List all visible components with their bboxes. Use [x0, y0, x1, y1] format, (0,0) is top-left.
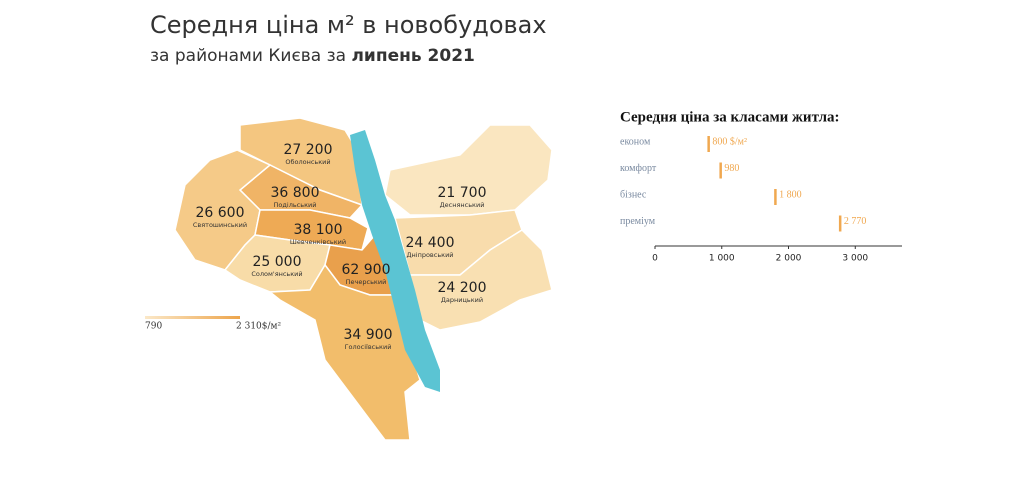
- district-name: Дніпровський: [406, 251, 453, 259]
- district-value: 34 900: [344, 327, 393, 343]
- legend-scale: [145, 316, 240, 319]
- legend-max: 2 310$/м²: [236, 322, 282, 332]
- value-tick: [838, 215, 842, 232]
- x-tick-label: 1 000: [709, 254, 735, 264]
- district-name: Дарницький: [441, 296, 483, 304]
- district-value: 24 400: [406, 235, 455, 251]
- value-tick: [719, 162, 722, 179]
- district: [267, 263, 421, 441]
- chart-title: Середня ціна за класами житла:: [620, 109, 840, 125]
- district-name: Оболонський: [285, 158, 330, 166]
- subtitle: за районами Києва за липень 2021: [150, 46, 475, 66]
- district: [409, 229, 553, 331]
- subtitle-bold: липень 2021: [351, 46, 474, 66]
- x-tick-label: 2 000: [776, 254, 802, 264]
- district-value: 26 600: [196, 205, 245, 221]
- value-label: 980: [724, 163, 739, 174]
- value-tick: [774, 189, 777, 205]
- district-value: 27 200: [284, 142, 333, 158]
- subtitle-text: за районами Києва за: [150, 46, 346, 66]
- district: [384, 124, 553, 216]
- category-label: бізнес: [620, 189, 647, 200]
- category-label: комфорт: [620, 163, 657, 174]
- title: Середня ціна м² в новобудовах: [150, 11, 547, 39]
- district-name: Печерський: [346, 278, 387, 286]
- x-tick-label: 3 000: [842, 254, 868, 264]
- category-label: економ: [620, 136, 651, 147]
- district-value: 62 900: [342, 262, 391, 278]
- district-name: Святошинський: [193, 221, 247, 229]
- value-tick: [707, 136, 710, 152]
- x-tick-label: 0: [652, 254, 658, 264]
- district-value: 21 700: [438, 185, 487, 201]
- legend-min: 790: [145, 322, 162, 332]
- category-label: преміум: [620, 216, 656, 227]
- district-name: Деснянський: [440, 201, 485, 209]
- district-value: 38 100: [294, 222, 343, 238]
- river: [350, 130, 440, 392]
- district-value: 24 200: [438, 280, 487, 296]
- district-name: Голосіївський: [345, 343, 392, 351]
- chart: Середня ціна за класами житла: 0 1 000 2 00…: [620, 109, 902, 264]
- district-name: Солом'янський: [251, 270, 302, 278]
- value-label: 1 800: [779, 189, 802, 200]
- district-name: Подільський: [274, 201, 317, 209]
- district-value: 25 000: [253, 254, 302, 270]
- value-label: 800 $/м²: [712, 136, 747, 147]
- district-value: 36 800: [271, 185, 320, 201]
- value-label: 2 770: [844, 216, 867, 227]
- district-name: Шевченківський: [290, 238, 346, 246]
